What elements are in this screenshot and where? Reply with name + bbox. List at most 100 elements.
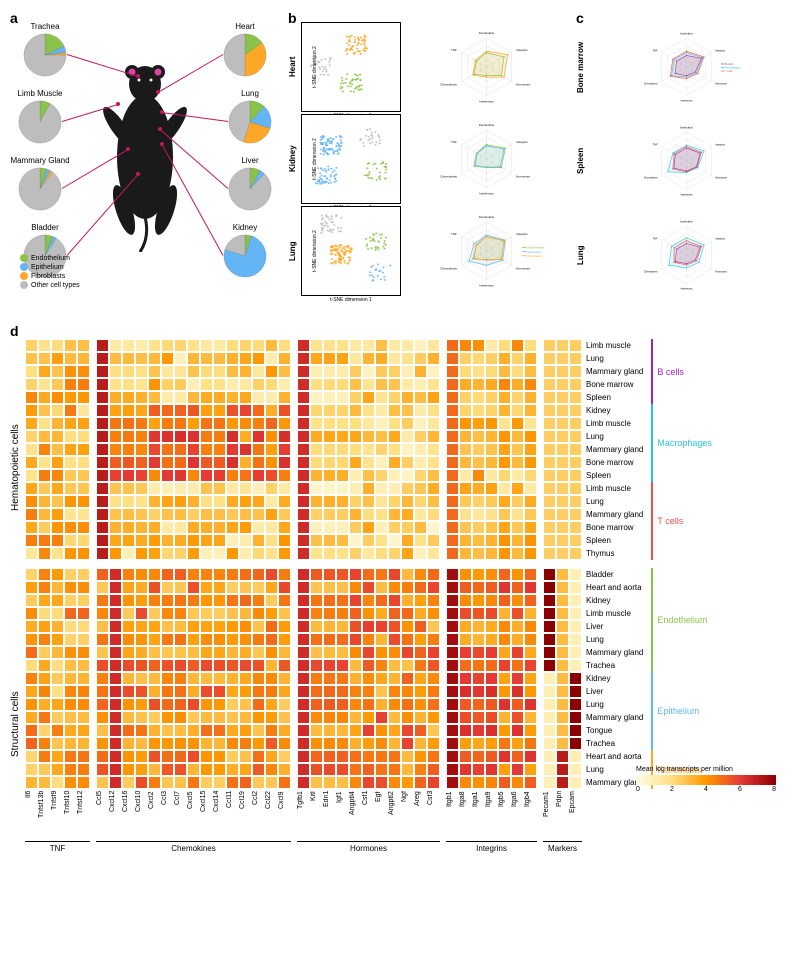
heatmap-cell [446,378,459,391]
heatmap-cell [511,737,524,750]
svg-text:Chemokines: Chemokines [440,174,457,178]
heatmap-cell [297,508,310,521]
heatmap-cell [401,659,414,672]
heatmap-cell [174,469,187,482]
heatmap-cell [174,607,187,620]
heatmap-cell [414,607,427,620]
heatmap-cell [336,672,349,685]
heatmap-cell [161,534,174,547]
heatmap-cell [388,378,401,391]
heatmap-cell [109,737,122,750]
heatmap-cell [278,417,291,430]
heatmap-cell [427,581,440,594]
heatmap-cell [485,495,498,508]
heatmap-cell [524,672,537,685]
heatmap-cell [310,482,323,495]
heatmap-cell [569,646,582,659]
heatmap-cell [459,482,472,495]
heatmap-cell [323,633,336,646]
heatmap-cell [375,469,388,482]
heatmap-cell [109,776,122,789]
heatmap-cell [310,521,323,534]
heatmap-cell [96,763,109,776]
heatmap-cell [174,547,187,560]
heatmap-cell [427,443,440,456]
heatmap-cell [38,594,51,607]
heatmap-cell [187,534,200,547]
heatmap-cell [511,685,524,698]
heatmap-cell [38,763,51,776]
heatmap-cell [252,495,265,508]
heatmap-cell [388,547,401,560]
heatmap-cell [25,594,38,607]
heatmap-cell [239,495,252,508]
heatmap-cell [349,633,362,646]
heatmap-cell [556,659,569,672]
heatmap-cell [375,534,388,547]
heatmap-cell [349,711,362,724]
heatmap-cell [414,581,427,594]
row-label: Bone marrow [586,456,643,469]
heatmap-cell [362,685,375,698]
heatmap-cell [200,568,213,581]
heatmap-cell [135,568,148,581]
heatmap-cell [349,521,362,534]
heatmap-cell [446,698,459,711]
heatmap-cell [472,724,485,737]
heatmap-cell [77,482,90,495]
colorbar-tick: 6 [738,786,742,793]
heatmap-cell [226,594,239,607]
heatmap-cell [96,391,109,404]
heatmap-cell [388,776,401,789]
heatmap-cell [543,724,556,737]
heatmap-cell [51,547,64,560]
heatmap-cell [556,607,569,620]
panel-a-legend: EndotheliumEpitheliumFibroblastsOther ce… [20,253,80,290]
row-label: Liver [586,620,643,633]
heatmap-cell [109,763,122,776]
heatmap-cell [122,646,135,659]
heatmap-cell [511,534,524,547]
heatmap-cell [498,659,511,672]
heatmap-cell [362,391,375,404]
heatmap-cell [148,469,161,482]
svg-text:Integrins: Integrins [715,143,725,146]
heatmap-cell [64,750,77,763]
heatmap-cell [323,495,336,508]
heatmap-cell [414,659,427,672]
gene-label: Ccl11 [226,791,239,839]
gene-label: Egf [375,791,388,839]
heatmap-cell [310,607,323,620]
heatmap-cell [524,620,537,633]
heatmap-cell [96,521,109,534]
heatmap-cell [498,724,511,737]
heatmap-cell [64,685,77,698]
heatmap-cell [109,378,122,391]
heatmap-cell [297,646,310,659]
heatmap-cell [388,594,401,607]
heatmap-cell [213,724,226,737]
heatmap-cell [109,508,122,521]
heatmap-cell [51,685,64,698]
heatmap-cell [524,581,537,594]
heatmap-cell [174,776,187,789]
heatmap-cell [200,508,213,521]
heatmap-cell [109,607,122,620]
heatmap-cell [161,672,174,685]
heatmap-cell [556,456,569,469]
radar-plot: InterleukinsIntegrinsHormonesInterferons… [405,114,568,204]
heatmap-cell [96,482,109,495]
heatmap-cell [51,508,64,521]
heatmap-cell [174,737,187,750]
heatmap-cell [414,724,427,737]
heatmap-cell [135,581,148,594]
row-label: Mammary gland [586,365,643,378]
heatmap-cell [472,482,485,495]
heatmap-cell [25,391,38,404]
heatmap-cell [122,620,135,633]
heatmap-cell [414,672,427,685]
heatmap-cell [297,378,310,391]
heatmap-cell [148,776,161,789]
row-label: Lung [586,352,643,365]
heatmap-cell [556,495,569,508]
